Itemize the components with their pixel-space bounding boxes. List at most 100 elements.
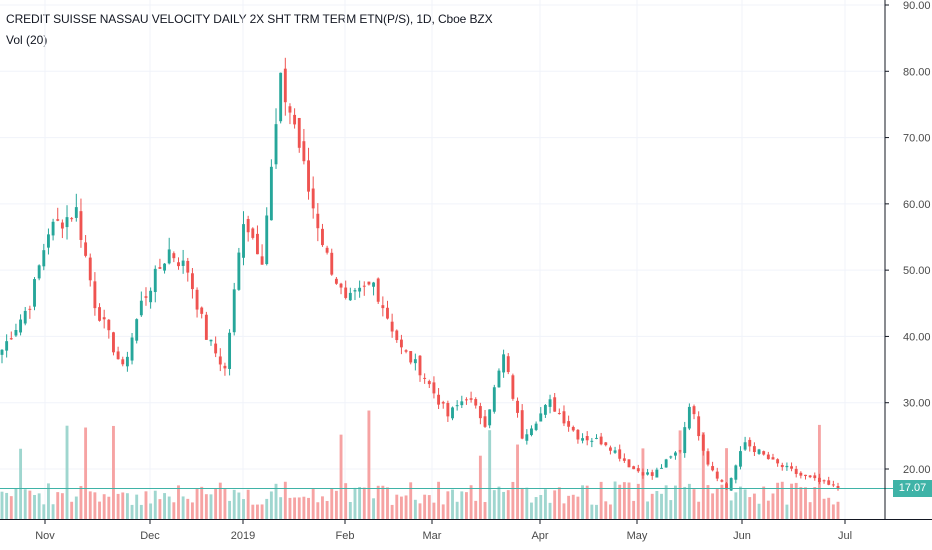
candle-body [604, 442, 608, 446]
candle-body [112, 332, 115, 353]
volume-bar [557, 487, 561, 519]
candle-body [557, 413, 561, 415]
candle-body [269, 166, 273, 221]
candle-body [5, 341, 9, 351]
candle-body [232, 289, 236, 333]
candle-body [56, 219, 60, 221]
volume-bar [776, 482, 780, 519]
candle-body [181, 260, 185, 266]
volume-bar [632, 500, 636, 519]
candle-body [650, 472, 654, 476]
volume-bar [762, 486, 766, 519]
volume-bar [367, 410, 371, 519]
volume-bar [19, 448, 23, 519]
candle-body [381, 305, 385, 309]
volume-bar [163, 493, 166, 519]
candle-body [33, 279, 36, 307]
candle-body [525, 434, 529, 441]
volume-bar [0, 491, 4, 519]
candle-body [153, 268, 157, 293]
candle-body [409, 351, 413, 363]
volume-bar [251, 504, 255, 519]
volume-bar [228, 500, 232, 519]
volume-bar [497, 486, 501, 519]
volume-bar [669, 500, 673, 519]
candle-body [390, 321, 394, 332]
volume-bar [47, 483, 50, 519]
candle-body [135, 319, 139, 341]
candle-body [534, 423, 538, 430]
volume-bar [311, 488, 315, 519]
volume-bar [794, 482, 798, 519]
candle-body [149, 290, 153, 303]
candle-body [60, 222, 64, 229]
volume-bar [678, 430, 682, 519]
volume-bar [293, 497, 297, 519]
candle-body [158, 267, 162, 269]
volume-bar [543, 489, 547, 519]
candle-body [608, 447, 612, 451]
candle-body [9, 338, 13, 340]
candle-body [465, 399, 468, 401]
volume-bar [339, 434, 343, 519]
candle-body [590, 440, 594, 442]
volume-bar [135, 494, 139, 519]
candle-body [632, 466, 636, 470]
candle-body [595, 437, 598, 439]
candle-body [520, 410, 524, 439]
candle-body [460, 401, 464, 406]
candle-body [386, 307, 389, 319]
candle-body [762, 451, 766, 455]
volume-bar [186, 498, 190, 519]
candle-body [687, 406, 691, 429]
candle-body [223, 365, 227, 369]
volume-bar [116, 493, 120, 519]
candle-body [636, 468, 640, 472]
volume-bar [172, 502, 176, 519]
candle-body [260, 256, 264, 265]
candle-body [84, 242, 88, 256]
volume-bar [595, 504, 598, 519]
candle-body [785, 465, 789, 468]
candle-body [65, 217, 69, 228]
candle-body [70, 218, 74, 220]
volume-bar [84, 427, 88, 519]
volume-bar [813, 487, 817, 519]
candle-body [660, 467, 663, 469]
volume-bar [808, 502, 812, 519]
volume-bar [404, 495, 408, 519]
volume-bar [386, 487, 389, 519]
volume-bar [650, 493, 654, 519]
candle-body [367, 281, 371, 285]
volume-bar [334, 490, 338, 519]
candle-body [28, 308, 32, 310]
candle-body [725, 483, 728, 490]
candle-body [423, 377, 427, 379]
volume-bar [42, 504, 46, 519]
volume-bar [330, 488, 334, 519]
volume-bar [423, 494, 427, 519]
volume-bar [107, 496, 111, 519]
volume-bar [451, 489, 454, 519]
volume-bar [167, 496, 171, 519]
time-axis-ticks: Nov Dec 2019 Feb Mar Apr May Jun Jul [35, 520, 852, 542]
volume-bar [711, 493, 715, 519]
volume-bar [60, 493, 64, 519]
volume-bar [37, 493, 41, 519]
candle-body [209, 339, 213, 342]
candle-body [757, 449, 761, 454]
candle-body [297, 117, 301, 148]
candle-body [776, 459, 780, 464]
volume-bar [321, 496, 324, 519]
candle-body [348, 292, 352, 301]
volume-bar [836, 501, 840, 519]
candle-body [167, 249, 171, 264]
time-tick-label: Apr [531, 530, 548, 542]
volume-bar [79, 486, 83, 519]
volume-bar [376, 485, 380, 519]
volume-bar [190, 502, 194, 519]
candle-body [553, 397, 557, 412]
candle-body [799, 472, 803, 476]
volume-bar [465, 492, 468, 519]
